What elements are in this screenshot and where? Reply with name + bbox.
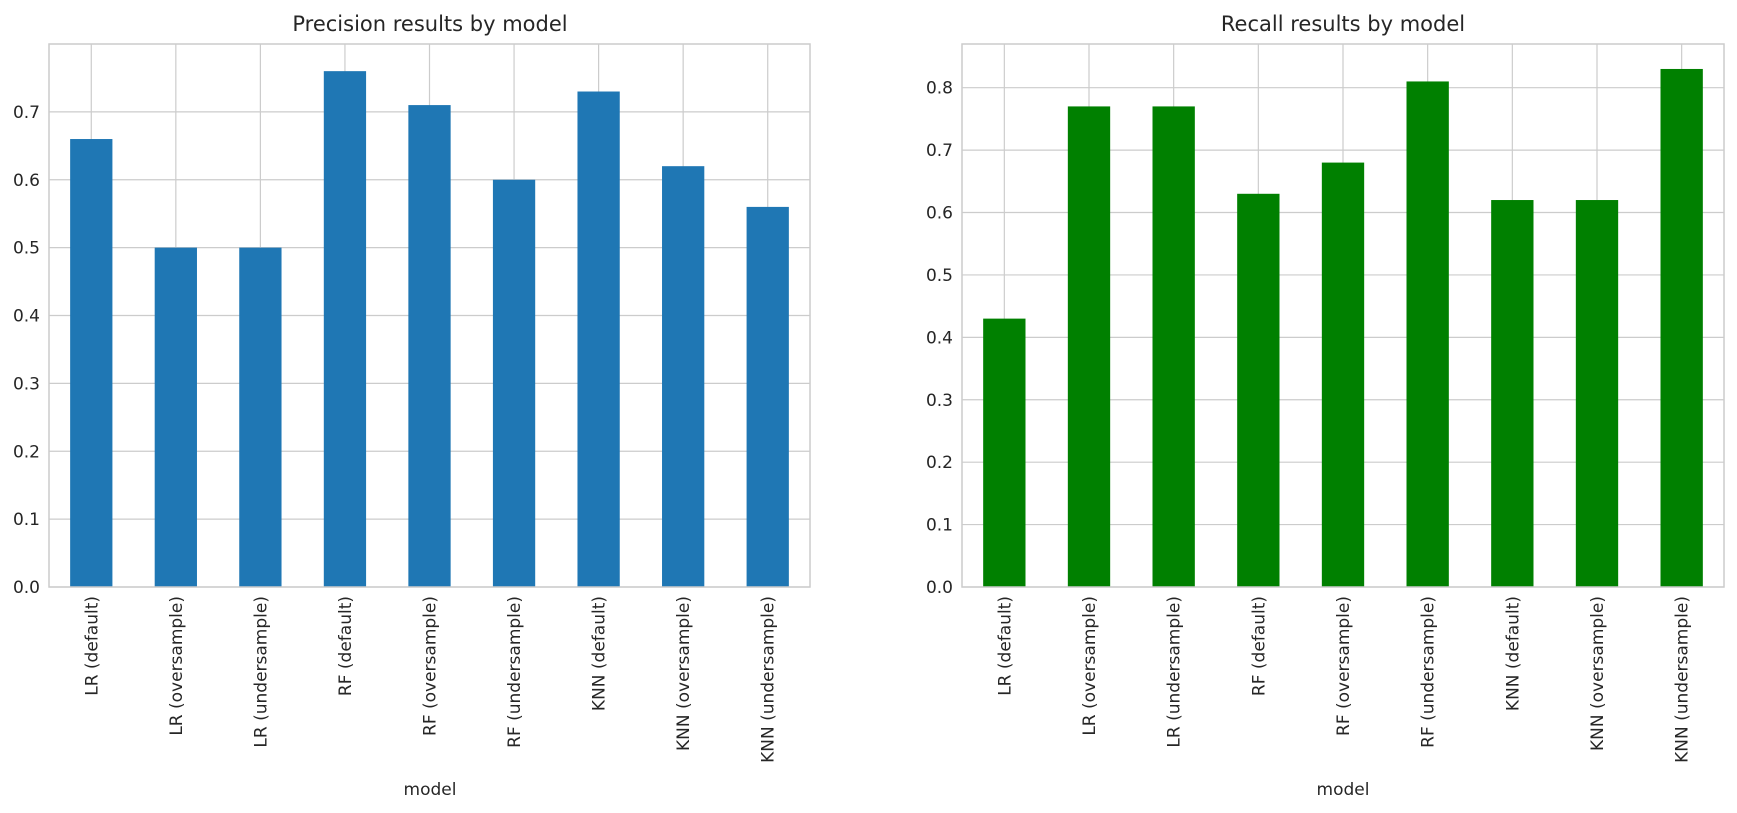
recall-ytick-label: 0.4	[926, 328, 953, 348]
precision-xtick-label: RF (default)	[336, 596, 356, 696]
precision-bar	[154, 247, 197, 587]
recall-xtick-label: RF (undersample)	[1419, 596, 1439, 748]
recall-ytick-label: 0.6	[926, 204, 953, 224]
precision-bar	[70, 139, 113, 587]
recall-bar	[1660, 68, 1703, 587]
precision-bar	[239, 247, 282, 587]
recall-bar	[1491, 200, 1534, 587]
precision-ytick-label: 0.5	[13, 239, 40, 259]
precision-chart: Precision results by model model 0.0 0.1 0…	[13, 12, 811, 800]
recall-xtick-label: LR (undersample)	[1165, 596, 1185, 748]
recall-xtick-label: RF (default)	[1249, 596, 1269, 696]
precision-xtick-label: KNN (default)	[590, 596, 610, 711]
recall-xtick-label: LR (oversample)	[1080, 596, 1100, 736]
recall-bar	[1321, 162, 1365, 587]
recall-xtick-label: RF (oversample)	[1334, 596, 1354, 736]
precision-ytick-label: 0.0	[13, 578, 40, 598]
recall-chart-title: Recall results by model	[1221, 12, 1465, 36]
recall-xtick-label: KNN (oversample)	[1588, 596, 1608, 751]
precision-xtick-label: KNN (undersample)	[759, 596, 779, 763]
recall-plot-frame	[961, 43, 1725, 588]
recall-xtick-label: KNN (undersample)	[1673, 596, 1693, 763]
precision-bar	[662, 166, 705, 588]
recall-bar	[983, 318, 1026, 587]
precision-xtick-label: LR (undersample)	[251, 596, 271, 748]
precision-bar	[577, 91, 620, 587]
precision-xtick-label: KNN (oversample)	[674, 596, 694, 751]
recall-bar	[1406, 81, 1449, 587]
precision-ytick-label: 0.1	[13, 510, 40, 530]
precision-plot-frame	[48, 43, 811, 588]
precision-ytick-label: 0.6	[13, 171, 40, 191]
recall-ytick-label: 0.0	[926, 578, 953, 598]
precision-bar	[323, 71, 367, 587]
recall-bar	[1152, 106, 1195, 588]
recall-ytick-label: 0.2	[926, 453, 953, 473]
precision-bar	[746, 206, 789, 587]
recall-xtick-label: KNN (default)	[1503, 596, 1523, 711]
precision-ytick-label: 0.2	[13, 442, 40, 462]
recall-bar	[1067, 106, 1111, 588]
recall-chart: Recall results by model model 0.0 0.1 0.2 0…	[926, 12, 1725, 800]
precision-xtick-label: RF (undersample)	[505, 596, 525, 748]
precision-bar	[408, 105, 451, 588]
precision-ytick-label: 0.4	[13, 307, 40, 327]
recall-bar	[1575, 200, 1619, 587]
precision-ytick-label: 0.3	[13, 374, 40, 394]
recall-ytick-label: 0.5	[926, 266, 953, 286]
precision-xtick-label: LR (default)	[82, 596, 102, 696]
precision-xtick-label: LR (oversample)	[167, 596, 187, 736]
recall-ytick-label: 0.1	[926, 516, 953, 536]
recall-chart-xlabel: model	[1317, 780, 1370, 800]
precision-xtick-label: RF (oversample)	[421, 596, 441, 736]
recall-bar	[1237, 193, 1280, 588]
recall-xtick-label: LR (default)	[995, 596, 1015, 696]
recall-ytick-label: 0.8	[926, 79, 953, 99]
precision-ytick-label: 0.7	[13, 103, 40, 123]
recall-ytick-label: 0.3	[926, 391, 953, 411]
precision-chart-xlabel: model	[404, 780, 457, 800]
recall-ytick-label: 0.7	[926, 141, 953, 161]
precision-bar	[492, 179, 536, 587]
precision-chart-title: Precision results by model	[292, 12, 567, 36]
